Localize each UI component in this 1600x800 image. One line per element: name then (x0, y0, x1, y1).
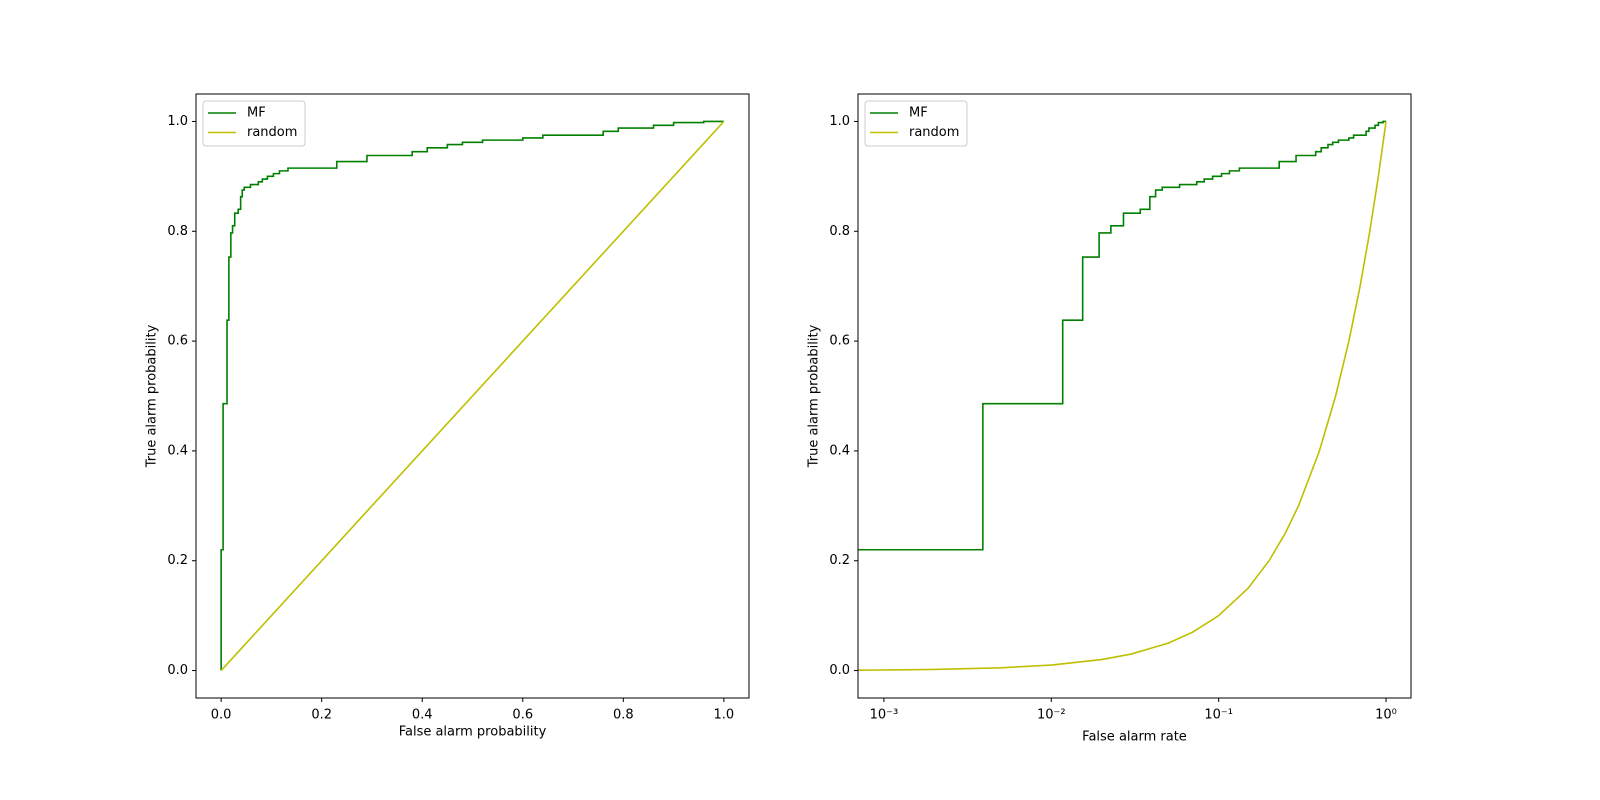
x-tick-label: 10⁻¹ (1204, 708, 1233, 723)
y-tick-label: 0.6 (829, 334, 850, 349)
y-tick-label: 0.4 (829, 443, 850, 458)
y-axis-label: True alarm probability (145, 324, 160, 468)
x-tick-label: 0.8 (613, 708, 634, 723)
x-tick-label: 1.0 (714, 708, 735, 723)
y-axis-label: True alarm probability (807, 324, 822, 468)
x-tick-label: 0.0 (211, 708, 232, 723)
y-tick-label: 0.4 (167, 443, 188, 458)
x-axis-label: False alarm probability (399, 725, 547, 740)
line (220, 120, 725, 672)
y-tick-label: 1.0 (829, 114, 850, 129)
y-tick-label: 0.8 (829, 224, 850, 239)
legend-label: MF (909, 106, 928, 121)
x-tick-label: 10⁻³ (870, 708, 899, 723)
x-tick-label: 10⁻² (1037, 708, 1066, 723)
plot-area (220, 120, 725, 672)
y-tick-label: 0.0 (829, 663, 850, 678)
x-axis-label: False alarm rate (1082, 730, 1187, 745)
line (858, 120, 1387, 551)
x-tick-label: 0.2 (311, 708, 332, 723)
y-tick-label: 0.2 (167, 553, 188, 568)
x-tick-label: 0.4 (412, 708, 433, 723)
axes-frame (195, 93, 750, 699)
legend-label: MF (247, 106, 266, 121)
y-tick-label: 0.2 (829, 553, 850, 568)
axes-frame (857, 93, 1412, 699)
legend-label: random (909, 125, 959, 140)
line (858, 121, 1387, 671)
legend-label: random (247, 125, 297, 140)
x-tick-label: 10⁰ (1375, 708, 1397, 723)
y-tick-label: 0.6 (167, 334, 188, 349)
y-tick-label: 0.8 (167, 224, 188, 239)
line (220, 120, 724, 671)
y-tick-label: 0.0 (167, 663, 188, 678)
plot-area (858, 120, 1387, 671)
x-tick-label: 0.6 (512, 708, 533, 723)
y-tick-label: 1.0 (167, 114, 188, 129)
